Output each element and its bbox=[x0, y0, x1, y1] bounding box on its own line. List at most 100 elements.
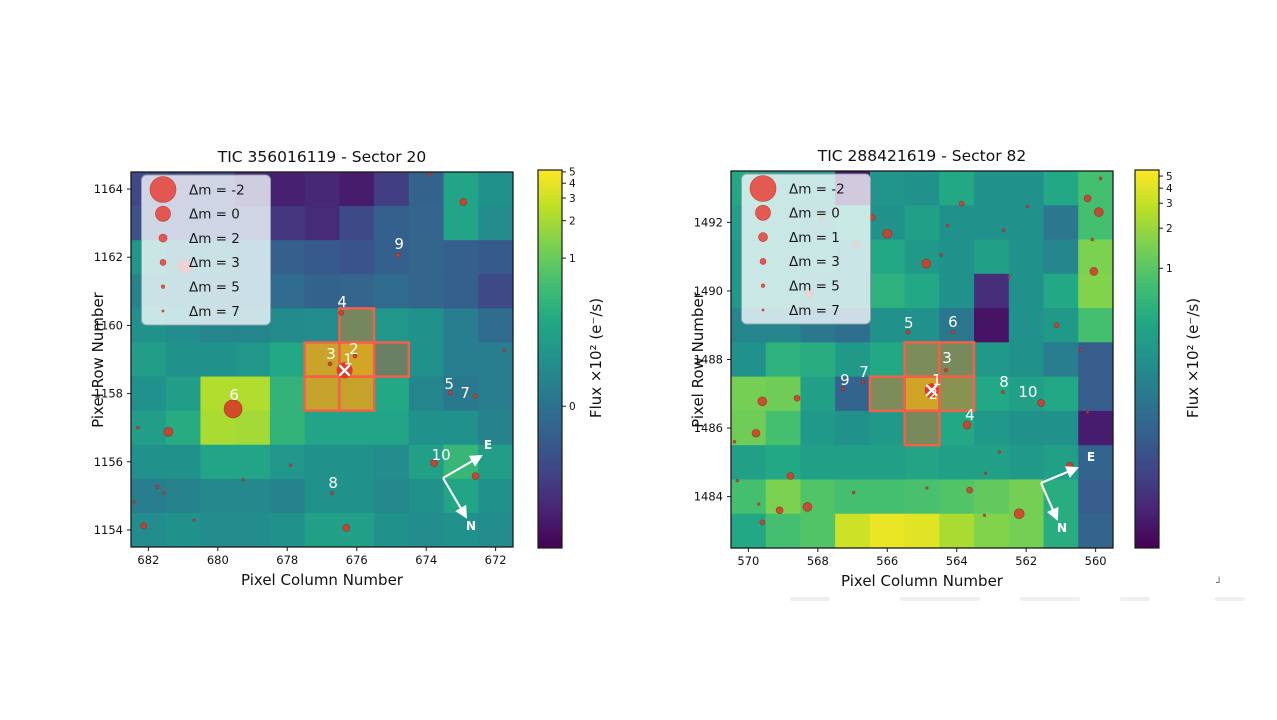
target-x-icon bbox=[925, 384, 938, 397]
heatmap-cell bbox=[304, 512, 340, 548]
x-tick-label: 680 bbox=[207, 553, 229, 567]
heatmap-cell bbox=[304, 206, 340, 241]
star-dot bbox=[430, 459, 439, 467]
heatmap-cell bbox=[269, 342, 306, 378]
heatmap-cell bbox=[478, 206, 514, 241]
field-star bbox=[759, 519, 766, 526]
field-star bbox=[459, 198, 468, 206]
legend-entry: Δm = 3 bbox=[789, 254, 840, 270]
heatmap-cell bbox=[443, 206, 479, 241]
heatmap-cell bbox=[339, 410, 375, 446]
compass-north-arrow bbox=[442, 477, 468, 519]
heatmap-cell bbox=[869, 376, 906, 412]
field-star bbox=[775, 506, 784, 515]
heatmap-cell bbox=[165, 512, 201, 548]
aperture-cell bbox=[903, 341, 941, 378]
legend-marker bbox=[149, 176, 177, 203]
heatmap-cell bbox=[165, 376, 201, 412]
y-tick-label: 1488 bbox=[694, 353, 723, 367]
legend-marker bbox=[759, 258, 767, 265]
compass-east-arrow-label: E bbox=[484, 438, 492, 452]
heatmap-cell bbox=[974, 273, 1010, 309]
heatmap-cell bbox=[200, 512, 236, 548]
colorbar-tick-label: 3 bbox=[1166, 198, 1173, 210]
field-star bbox=[1089, 267, 1099, 276]
heatmap-cell bbox=[974, 410, 1010, 446]
heatmap-cell bbox=[269, 444, 306, 480]
star-dot bbox=[962, 420, 972, 430]
star-dot bbox=[330, 491, 334, 495]
heatmap-cell bbox=[478, 410, 514, 446]
heatmap-cell bbox=[904, 239, 940, 275]
legend-box bbox=[741, 173, 871, 325]
heatmap-cell bbox=[408, 240, 445, 275]
aperture-cell bbox=[868, 375, 906, 413]
y-tick-label: 1158 bbox=[94, 387, 123, 401]
aperture-cell bbox=[303, 341, 341, 378]
heatmap-cell bbox=[904, 479, 940, 515]
field-star bbox=[925, 486, 929, 490]
heatmap-cell bbox=[374, 512, 410, 548]
heatmap-cell bbox=[408, 376, 445, 412]
star-dot bbox=[840, 387, 845, 391]
heatmap-cell bbox=[269, 308, 306, 343]
aperture-cell bbox=[372, 341, 411, 378]
heatmap-cell bbox=[974, 205, 1010, 241]
colorbar-tick-label: 2 bbox=[1166, 223, 1173, 235]
y-tick-label: 1486 bbox=[694, 421, 723, 435]
heatmap-cell bbox=[339, 206, 375, 241]
heatmap-cell bbox=[869, 308, 906, 343]
colorbar-label-left: Flux ×10² (e⁻/s) bbox=[587, 298, 605, 418]
colorbar-left: 54 3 2 1 0 bbox=[537, 167, 576, 549]
x-tick-label: 568 bbox=[807, 554, 829, 568]
heatmap-cell bbox=[869, 513, 906, 549]
star-dot bbox=[905, 329, 911, 335]
star-dot bbox=[861, 380, 865, 385]
legend-entry: Δm = 7 bbox=[789, 303, 840, 319]
heatmap-cell bbox=[904, 273, 940, 309]
heatmap-cell bbox=[235, 342, 271, 378]
heatmap-cell bbox=[304, 410, 340, 446]
colorbar-tick-label: 1 bbox=[569, 253, 576, 265]
field-star bbox=[132, 500, 136, 504]
field-star bbox=[1090, 237, 1094, 242]
target-x-icon bbox=[338, 364, 351, 377]
star-label: 3 bbox=[326, 345, 336, 363]
heatmap-cell bbox=[1008, 342, 1045, 378]
star-label: 5 bbox=[904, 314, 914, 332]
y-tick-label: 1490 bbox=[694, 284, 723, 298]
heatmap-cell bbox=[478, 172, 514, 207]
heatmap-cell bbox=[235, 410, 271, 446]
heatmap-cell bbox=[339, 478, 375, 514]
heatmap-cell bbox=[443, 240, 479, 275]
field-star bbox=[939, 253, 943, 257]
heatmap-cell bbox=[869, 171, 906, 206]
heatmap-cell bbox=[765, 410, 801, 446]
legend-box bbox=[141, 174, 271, 326]
legend-marker bbox=[160, 284, 166, 289]
heatmap-cell bbox=[374, 376, 410, 412]
field-star bbox=[502, 348, 506, 352]
star-label: 8 bbox=[999, 373, 1009, 391]
legend-entry: Δm = 7 bbox=[189, 304, 240, 320]
heatmap-cell bbox=[1008, 273, 1045, 309]
colorbar-tick-label: 3 bbox=[569, 193, 576, 205]
field-star bbox=[945, 224, 950, 228]
field-star bbox=[997, 450, 1002, 454]
field-star bbox=[163, 426, 174, 437]
heatmap-cell bbox=[235, 444, 271, 480]
colorbar-tick-label: 5 bbox=[569, 167, 576, 179]
star-dot bbox=[943, 367, 949, 373]
heatmap-cell bbox=[904, 445, 940, 480]
heatmap-cell bbox=[1043, 239, 1079, 275]
heatmap-cell bbox=[939, 239, 975, 275]
heatmap-cell bbox=[835, 513, 871, 549]
y-tick-label: 1154 bbox=[94, 523, 123, 537]
heatmap-cell bbox=[269, 478, 306, 514]
heatmap-cell bbox=[408, 308, 445, 343]
heatmap-cell bbox=[1043, 410, 1079, 446]
star-label: 10 bbox=[432, 446, 451, 464]
colorbar-right: 54 3 2 1 bbox=[1134, 169, 1173, 549]
heatmap-cell bbox=[478, 274, 514, 309]
heatmap-cell bbox=[131, 376, 167, 412]
